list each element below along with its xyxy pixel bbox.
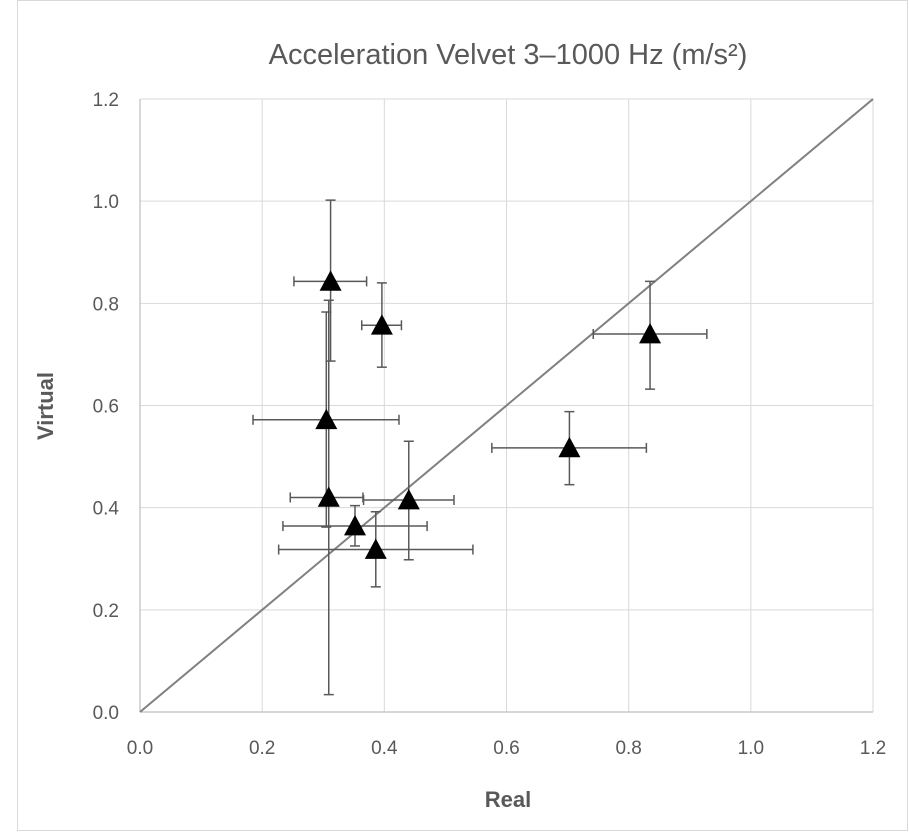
x-tick-label: 0.8 — [615, 738, 641, 759]
axes — [139, 99, 873, 713]
data-point-triangle — [639, 322, 662, 344]
y-tick-label: 0.6 — [93, 397, 119, 418]
data-markers — [315, 270, 662, 559]
x-tick-label: 0.0 — [127, 738, 153, 759]
x-tick-label: 0.2 — [249, 738, 275, 759]
chart-frame — [17, 0, 908, 831]
y-tick-label: 0.0 — [93, 703, 119, 724]
chart-title: Acceleration Velvet 3–1000 Hz (m/s²) — [269, 39, 748, 71]
y-tick-label: 0.8 — [93, 294, 119, 315]
x-tick-label: 0.6 — [493, 738, 519, 759]
x-tick-label: 1.2 — [860, 738, 886, 759]
y-tick-label: 1.2 — [93, 90, 119, 111]
data-point-triangle — [364, 538, 387, 559]
x-tick-label: 1.0 — [738, 738, 764, 759]
y-axis-title: Virtual — [33, 372, 58, 440]
reference-line — [139, 98, 874, 713]
data-point-triangle — [315, 408, 338, 430]
data-point-triangle — [558, 436, 581, 458]
data-point-triangle — [319, 270, 342, 291]
x-axis-title: Real — [485, 787, 531, 812]
y-tick-label: 0.4 — [93, 499, 120, 520]
y-tick-labels: 0.0 0.2 0.4 0.6 0.8 1.0 1.2 — [93, 90, 120, 724]
error-bars — [252, 199, 708, 696]
data-point-triangle — [317, 486, 340, 507]
y-tick-label: 1.0 — [93, 192, 119, 213]
data-point-triangle — [344, 515, 367, 536]
data-point-triangle — [370, 314, 393, 335]
x-tick-labels: 0.0 0.2 0.4 0.6 0.8 1.0 1.2 — [127, 738, 886, 759]
y-tick-label: 0.2 — [93, 601, 119, 622]
data-point-triangle — [397, 489, 420, 510]
x-tick-label: 0.4 — [371, 738, 398, 759]
reference-line-group — [139, 98, 874, 713]
